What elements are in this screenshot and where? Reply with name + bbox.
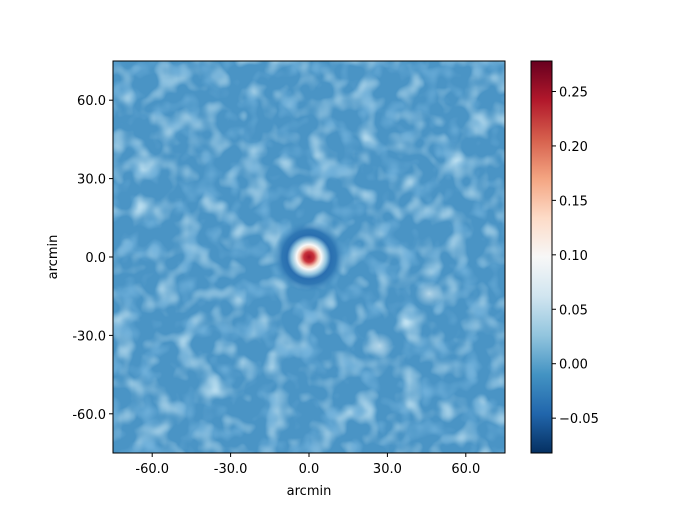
x-axis-ticks: -60.0 -30.0 0.0 30.0 60.0 xyxy=(135,453,480,477)
y-tick-label: -60.0 xyxy=(72,408,106,423)
heatmap-features xyxy=(272,220,444,359)
x-tick-label: 60.0 xyxy=(451,462,480,477)
x-tick-label: 0.0 xyxy=(299,462,320,477)
colorbar-ticks: 0.25 0.20 0.15 0.10 0.05 0.00 −0.05 xyxy=(552,85,599,427)
y-tick-label: 30.0 xyxy=(77,173,106,188)
colorbar-tick-label: −0.05 xyxy=(559,412,599,427)
y-tick-label: 0.0 xyxy=(85,251,106,266)
colorbar-tick-label: 0.25 xyxy=(559,85,588,100)
x-tick-label: 30.0 xyxy=(373,462,402,477)
x-axis-label: arcmin xyxy=(287,484,332,499)
heatmap-image xyxy=(113,61,505,453)
y-tick-label: -30.0 xyxy=(72,329,106,344)
colorbar-tick-label: 0.05 xyxy=(559,303,588,318)
central-peak xyxy=(272,220,346,294)
colorbar xyxy=(530,60,553,454)
colorbar-tick-label: 0.15 xyxy=(559,194,588,209)
x-tick-label: -30.0 xyxy=(214,462,248,477)
faint-source-3 xyxy=(365,332,394,359)
colorbar-tick-label: 0.00 xyxy=(559,358,588,373)
y-axis-label: arcmin xyxy=(46,235,61,280)
colorbar-tick-label: 0.20 xyxy=(559,140,588,155)
colorbar-tick-label: 0.10 xyxy=(559,249,588,264)
x-tick-label: -60.0 xyxy=(135,462,169,477)
y-axis-ticks: 60.0 30.0 0.0 -30.0 -60.0 xyxy=(72,94,113,423)
y-tick-label: 60.0 xyxy=(77,94,106,109)
faint-source-2 xyxy=(414,280,444,307)
